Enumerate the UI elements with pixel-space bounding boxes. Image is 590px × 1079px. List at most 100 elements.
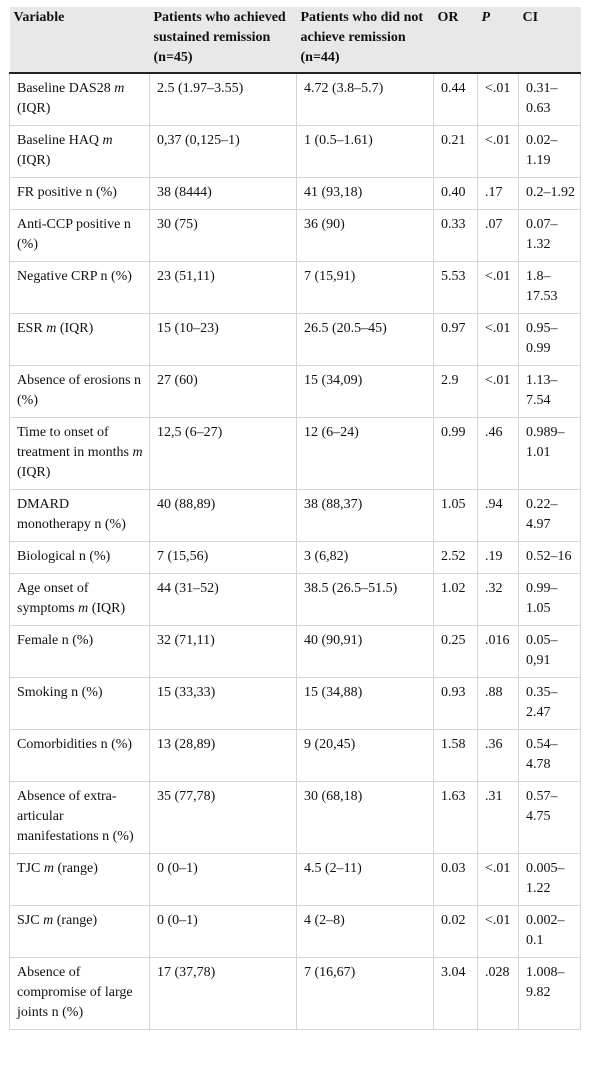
table-row: ESR m (IQR) 15 (10–23) 26.5 (20.5–45) 0.97 <… bbox=[9, 313, 581, 366]
table-row: Absence of erosions n (%) 27 (60) 15 (34,0… bbox=[9, 365, 581, 418]
variable-measure-suffix: (IQR) bbox=[17, 153, 51, 168]
cell-variable: Smoking n (%) bbox=[9, 677, 150, 730]
cell-variable: TJC m (range) bbox=[9, 853, 150, 906]
variable-measure-symbol: m bbox=[46, 321, 57, 336]
cell-odds-ratio: 1.63 bbox=[433, 781, 478, 854]
table-row: Absence of extra-articular manifestation… bbox=[9, 781, 581, 854]
table-row: Absence of compromise of large joints n … bbox=[9, 957, 581, 1030]
cell-p-value: <.01 bbox=[477, 313, 519, 366]
variable-measure-symbol: m bbox=[78, 601, 89, 616]
cell-odds-ratio: 3.04 bbox=[433, 957, 478, 1030]
cell-confidence-interval: 0.2–1.92 bbox=[518, 177, 581, 210]
cell-not-achieved-remission: 3 (6,82) bbox=[296, 541, 434, 574]
cell-odds-ratio: 2.52 bbox=[433, 541, 478, 574]
cell-confidence-interval: 0.005–1.22 bbox=[518, 853, 581, 906]
cell-confidence-interval: 0.95–0.99 bbox=[518, 313, 581, 366]
variable-measure-suffix: (IQR) bbox=[88, 601, 126, 616]
variable-measure-suffix: (IQR) bbox=[56, 321, 94, 336]
cell-variable: Absence of erosions n (%) bbox=[9, 365, 150, 418]
cell-achieved-remission: 17 (37,78) bbox=[149, 957, 297, 1030]
cell-achieved-remission: 15 (33,33) bbox=[149, 677, 297, 730]
cell-confidence-interval: 0.54–4.78 bbox=[518, 729, 581, 782]
cell-variable: Female n (%) bbox=[9, 625, 150, 678]
cell-p-value: .31 bbox=[477, 781, 519, 854]
cell-odds-ratio: 0.25 bbox=[433, 625, 478, 678]
table-body: Baseline DAS28 m (IQR) 2.5 (1.97–3.55) 4.7… bbox=[9, 73, 581, 1030]
cell-variable: Age onset of symptoms m (IQR) bbox=[9, 573, 150, 626]
variable-label: Baseline DAS28 bbox=[17, 81, 115, 96]
cell-variable: ESR m (IQR) bbox=[9, 313, 150, 366]
cell-not-achieved-remission: 36 (90) bbox=[296, 209, 434, 262]
cell-not-achieved-remission: 38.5 (26.5–51.5) bbox=[296, 573, 434, 626]
cell-variable: Anti-CCP positive n (%) bbox=[9, 209, 150, 262]
cell-confidence-interval: 0.05–0,91 bbox=[518, 625, 581, 678]
header-odds-ratio: OR bbox=[433, 7, 478, 74]
cell-achieved-remission: 7 (15,56) bbox=[149, 541, 297, 574]
header-achieved-remission: Patients who achieved sustained remissio… bbox=[149, 7, 297, 74]
cell-variable: DMARD monotherapy n (%) bbox=[9, 489, 150, 542]
table-row: SJC m (range) 0 (0–1) 4 (2–8) 0.02 <.01 0.002… bbox=[9, 905, 581, 958]
cell-odds-ratio: 0.02 bbox=[433, 905, 478, 958]
cell-p-value: .17 bbox=[477, 177, 519, 210]
variable-measure-suffix: (range) bbox=[53, 861, 98, 876]
variable-measure-symbol: m bbox=[43, 913, 54, 928]
cell-not-achieved-remission: 4.5 (2–11) bbox=[296, 853, 434, 906]
variable-label: FR positive n (%) bbox=[17, 185, 117, 200]
cell-not-achieved-remission: 7 (15,91) bbox=[296, 261, 434, 314]
variable-label: Smoking n (%) bbox=[17, 685, 103, 700]
cell-confidence-interval: 0.22–4.97 bbox=[518, 489, 581, 542]
results-table-container: Variable Patients who achieved sustained… bbox=[9, 7, 581, 1030]
cell-odds-ratio: 2.9 bbox=[433, 365, 478, 418]
cell-confidence-interval: 1.13–7.54 bbox=[518, 365, 581, 418]
table-row: Baseline DAS28 m (IQR) 2.5 (1.97–3.55) 4.7… bbox=[9, 73, 581, 126]
table-row: TJC m (range) 0 (0–1) 4.5 (2–11) 0.03 <.01 0.… bbox=[9, 853, 581, 906]
cell-confidence-interval: 1.008–9.82 bbox=[518, 957, 581, 1030]
cell-variable: SJC m (range) bbox=[9, 905, 150, 958]
variable-label: Anti-CCP positive n (%) bbox=[17, 217, 131, 252]
cell-confidence-interval: 0.02–1.19 bbox=[518, 125, 581, 178]
cell-odds-ratio: 0.21 bbox=[433, 125, 478, 178]
variable-label: Comorbidities n (%) bbox=[17, 737, 133, 752]
cell-confidence-interval: 0.31–0.63 bbox=[518, 73, 581, 126]
cell-not-achieved-remission: 4 (2–8) bbox=[296, 905, 434, 958]
cell-p-value: .32 bbox=[477, 573, 519, 626]
cell-odds-ratio: 1.58 bbox=[433, 729, 478, 782]
header-not-achieved-remission: Patients who did not achieve remission (… bbox=[296, 7, 434, 74]
table-row: Anti-CCP positive n (%) 30 (75) 36 (90) 0.3… bbox=[9, 209, 581, 262]
header-confidence-interval: CI bbox=[518, 7, 581, 74]
cell-p-value: .028 bbox=[477, 957, 519, 1030]
cell-variable: Absence of compromise of large joints n … bbox=[9, 957, 150, 1030]
table-row: Biological n (%) 7 (15,56) 3 (6,82) 2.52.19… bbox=[9, 541, 581, 574]
cell-p-value: .016 bbox=[477, 625, 519, 678]
cell-not-achieved-remission: 1 (0.5–1.61) bbox=[296, 125, 434, 178]
variable-measure-symbol: m bbox=[102, 133, 113, 148]
cell-confidence-interval: 0.57–4.75 bbox=[518, 781, 581, 854]
cell-p-value: .36 bbox=[477, 729, 519, 782]
variable-measure-suffix: (IQR) bbox=[17, 465, 51, 480]
cell-achieved-remission: 13 (28,89) bbox=[149, 729, 297, 782]
table-row: Female n (%) 32 (71,11) 40 (90,91) 0.25.016… bbox=[9, 625, 581, 678]
table-row: Age onset of symptoms m (IQR) 44 (31–52) 3… bbox=[9, 573, 581, 626]
cell-confidence-interval: 0.002–0.1 bbox=[518, 905, 581, 958]
cell-achieved-remission: 2.5 (1.97–3.55) bbox=[149, 73, 297, 126]
table-row: DMARD monotherapy n (%) 40 (88,89) 38 (88,… bbox=[9, 489, 581, 542]
variable-measure-symbol: m bbox=[132, 445, 143, 460]
cell-confidence-interval: 0.99–1.05 bbox=[518, 573, 581, 626]
cell-variable: Absence of extra-articular manifestation… bbox=[9, 781, 150, 854]
variable-label: Baseline HAQ bbox=[17, 133, 103, 148]
cell-achieved-remission: 0 (0–1) bbox=[149, 853, 297, 906]
cell-odds-ratio: 1.02 bbox=[433, 573, 478, 626]
cell-not-achieved-remission: 41 (93,18) bbox=[296, 177, 434, 210]
cell-p-value: .88 bbox=[477, 677, 519, 730]
cell-not-achieved-remission: 40 (90,91) bbox=[296, 625, 434, 678]
cell-not-achieved-remission: 7 (16,67) bbox=[296, 957, 434, 1030]
table-row: Negative CRP n (%) 23 (51,11) 7 (15,91) 5.5… bbox=[9, 261, 581, 314]
variable-label: Female n (%) bbox=[17, 633, 94, 648]
cell-odds-ratio: 1.05 bbox=[433, 489, 478, 542]
cell-odds-ratio: 0.93 bbox=[433, 677, 478, 730]
variable-label: Absence of compromise of large joints n … bbox=[17, 965, 133, 1020]
variable-label: Time to onset of treatment in months bbox=[17, 425, 133, 460]
cell-p-value: <.01 bbox=[477, 365, 519, 418]
cell-odds-ratio: 0.99 bbox=[433, 417, 478, 490]
cell-achieved-remission: 0,37 (0,125–1) bbox=[149, 125, 297, 178]
